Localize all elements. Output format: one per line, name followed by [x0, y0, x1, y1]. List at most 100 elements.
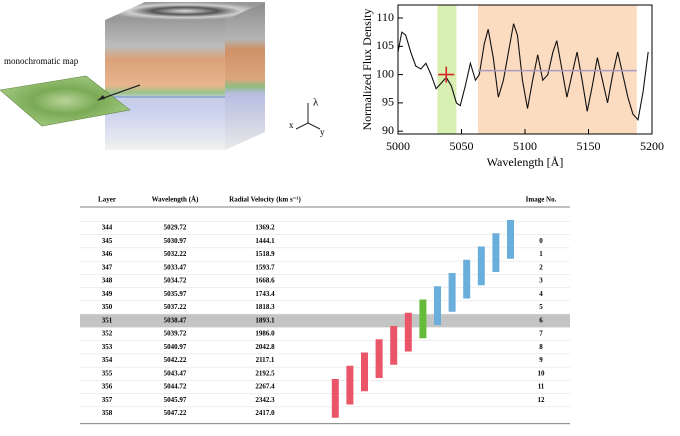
- table-cell: 5045.97: [164, 396, 187, 404]
- cube-top: [105, 2, 265, 20]
- table-cell: 2417.0: [255, 409, 275, 417]
- arrow-head: [98, 95, 105, 100]
- marker-cross: [438, 66, 455, 83]
- table-cell: 344: [102, 224, 113, 232]
- column-header: Wavelength (Å): [152, 196, 200, 204]
- table-cell: 12: [538, 396, 546, 404]
- image-bar: [463, 259, 471, 299]
- y-tick-label: 110: [376, 10, 394, 24]
- table-cell: 1893.1: [255, 316, 275, 324]
- table-cell: 5047.22: [164, 409, 187, 417]
- table-cell: 2042.8: [255, 343, 275, 351]
- table-cell: 5030.97: [164, 237, 187, 245]
- table-cell: 352: [102, 330, 113, 338]
- table-cell: 349: [102, 290, 113, 298]
- table-cell: 350: [102, 303, 113, 311]
- axis-y: y: [320, 127, 325, 137]
- image-bar: [419, 299, 427, 339]
- table-cell: 2192.5: [255, 369, 275, 377]
- table-cell: 348: [102, 277, 113, 285]
- table-cell: 1444.1: [255, 237, 275, 245]
- table-cell: 346: [102, 250, 113, 258]
- table-cell: 353: [102, 343, 113, 351]
- table-cell: 1593.7: [255, 263, 275, 271]
- table-cell: 5040.97: [164, 343, 187, 351]
- image-bar: [477, 246, 485, 286]
- table-cell: 354: [102, 356, 113, 364]
- table-cell: 11: [538, 383, 545, 391]
- table-cell: 3: [539, 277, 543, 285]
- image-bar: [507, 220, 514, 259]
- table-cell: 2: [539, 263, 543, 271]
- table-cell: 5029.72: [164, 224, 187, 232]
- table-cell: 5035.97: [164, 290, 187, 298]
- monochromatic-map: [0, 75, 131, 127]
- table-cell: 1: [539, 250, 543, 258]
- table-cell: 4: [539, 290, 543, 298]
- image-bar: [346, 365, 354, 405]
- x-tick-label: 5000: [386, 139, 410, 153]
- table-cell: 2267.4: [255, 383, 275, 391]
- table-cell: 5044.72: [164, 383, 187, 391]
- table-cell: 1986.0: [255, 330, 275, 338]
- table-cell: 5: [539, 303, 543, 311]
- table-cell: 1518.9: [255, 250, 275, 258]
- series-line: [397, 23, 649, 122]
- data-cube: [105, 2, 265, 150]
- cube-side: [225, 2, 265, 150]
- x-tick-label: 5100: [513, 139, 537, 153]
- region: [478, 5, 637, 134]
- table-cell: 2342.3: [255, 396, 275, 404]
- table-cell: 0: [539, 237, 543, 245]
- x-tick-label: 5150: [577, 139, 601, 153]
- y-tick-label: 95: [382, 95, 394, 109]
- axis-lambda: λ: [313, 97, 319, 109]
- table-cell: 1668.6: [255, 277, 275, 285]
- cube-front: [105, 20, 225, 150]
- image-bar: [361, 352, 368, 392]
- table-cell: 357: [102, 396, 113, 404]
- table-cell: 1818.3: [255, 303, 275, 311]
- image-bar: [492, 233, 500, 272]
- y-tick-label: 100: [376, 66, 394, 80]
- table-cell: 5038.47: [164, 316, 187, 324]
- table-cell: 347: [102, 263, 113, 271]
- x-tick-label: 5050: [450, 139, 474, 153]
- column-header: Image No.: [526, 196, 557, 204]
- highlight-row: [80, 314, 570, 328]
- axis-x: x: [289, 120, 294, 130]
- spectrum-chart: 5000 5050 5100 5150 5200 90 95 100 105 110 Wavelen…: [360, 4, 664, 169]
- table-cell: 5033.47: [164, 263, 187, 271]
- image-bar: [404, 312, 412, 352]
- table-cell: 351: [102, 316, 113, 324]
- table-cell: 8: [539, 343, 543, 351]
- table-cell: 6: [539, 316, 543, 324]
- table-cell: 5037.22: [164, 303, 187, 311]
- y-tick-label: 90: [382, 123, 394, 137]
- table-cell: 5039.72: [164, 330, 187, 338]
- column-header: Layer: [98, 196, 116, 204]
- image-bar: [434, 286, 441, 325]
- table-cell: 10: [538, 369, 546, 377]
- table-cell: 5032.22: [164, 250, 187, 258]
- y-axis-label: Normalized Flux Density: [360, 9, 374, 131]
- y-tick-label: 105: [376, 38, 394, 52]
- axes-icon: [295, 103, 321, 130]
- table-cell: 1369.2: [255, 224, 275, 232]
- table-cell: 9: [539, 356, 543, 364]
- image-bar: [331, 379, 339, 418]
- table-cell: 1743.4: [255, 290, 275, 298]
- table-cell: 355: [102, 369, 113, 377]
- table-cell: 2117.1: [256, 356, 275, 364]
- table-cell: 5043.47: [164, 369, 187, 377]
- arrow: [97, 84, 141, 101]
- table-cell: 7: [539, 330, 543, 338]
- image-bar: [375, 339, 383, 378]
- column-header: Radial Velocity (km s⁻¹): [229, 196, 301, 204]
- table-cell: 345: [102, 237, 113, 245]
- image-bar: [390, 326, 398, 365]
- x-tick-label: 5200: [640, 139, 664, 153]
- map-label: monochromatic map: [4, 56, 79, 66]
- table-cell: 358: [102, 409, 113, 417]
